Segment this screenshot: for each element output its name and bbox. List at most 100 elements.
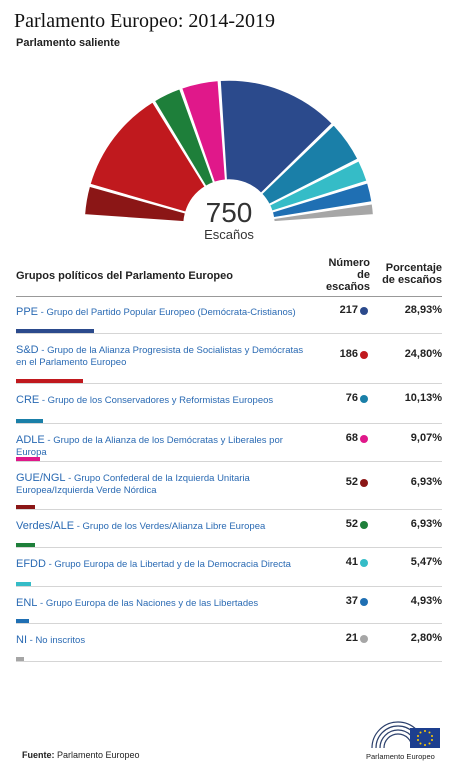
seat-percentage: 9,07% (410, 432, 442, 444)
chart-subtitle: Parlamento saliente (16, 37, 120, 49)
row-divider (16, 383, 442, 384)
group-abbreviation: ADLE (16, 434, 45, 446)
group-name: - Grupo de los Verdes/Alianza Libre Euro… (74, 521, 266, 532)
group-color-dot (360, 559, 368, 567)
group-label: GUE/NGL - Grupo Confederal de la Izquier… (16, 472, 308, 497)
seat-count: 52 (345, 518, 358, 530)
row-divider (16, 461, 442, 462)
group-name: - Grupo Confederal de la Izquierda Unita… (16, 473, 250, 496)
seat-total-caption: Escaños (204, 227, 254, 242)
column-header-seats-line2: de (357, 269, 370, 281)
table-row: S&D - Grupo de la Alianza Progresista de… (0, 334, 458, 384)
column-header-pct-line2: de escaños (382, 274, 442, 286)
seat-percentage: 2,80% (410, 632, 442, 644)
seat-percentage: 6,93% (410, 518, 442, 530)
group-color-dot (360, 307, 368, 315)
group-color-dot (360, 479, 368, 487)
group-abbreviation: PPE (16, 306, 39, 318)
group-abbreviation: GUE/NGL (16, 472, 66, 484)
group-abbreviation: S&D (16, 344, 39, 356)
row-divider (16, 333, 442, 334)
group-abbreviation: Verdes/ALE (16, 520, 75, 532)
seat-total-label: 750 (206, 197, 253, 228)
row-divider (16, 661, 442, 662)
seat-count: 217 (339, 304, 358, 316)
group-color-dot (360, 635, 368, 643)
table-row: CRE - Grupo de los Conservadores y Refor… (0, 384, 458, 424)
hemicycle-segment-cre (260, 123, 360, 206)
group-label: ENL - Grupo Europa de las Naciones y de … (16, 597, 308, 610)
group-name: - No inscritos (27, 635, 86, 646)
seat-percentage: 4,93% (410, 595, 442, 607)
group-label: NI - No inscritos (16, 634, 308, 647)
table-row: Verdes/ALE - Grupo de los Verdes/Alianza… (0, 510, 458, 548)
table-row: PPE - Grupo del Partido Popular Europeo … (0, 296, 458, 334)
row-divider (16, 586, 442, 587)
group-label: Verdes/ALE - Grupo de los Verdes/Alianza… (16, 520, 308, 533)
seat-percentage: 6,93% (410, 476, 442, 488)
seat-count: 37 (345, 595, 358, 607)
column-header-seats-line1: Número (328, 257, 370, 269)
table-row: GUE/NGL - Grupo Confederal de la Izquier… (0, 462, 458, 510)
header-divider (16, 296, 442, 297)
seat-share-bar (16, 582, 31, 586)
group-name: - Grupo de los Conservadores y Reformist… (39, 395, 274, 406)
column-header-seats: Número de escaños (318, 257, 370, 293)
group-label: ADLE - Grupo de la Alianza de los Demócr… (16, 434, 308, 459)
group-name: - Grupo del Partido Popular Europeo (Dem… (38, 307, 296, 318)
group-label: EFDD - Grupo Europa de la Libertad y de … (16, 558, 308, 571)
table-row: ADLE - Grupo de la Alianza de los Demócr… (0, 424, 458, 462)
row-divider (16, 623, 442, 624)
source-label: Fuente: (22, 750, 55, 760)
hemicycle-segment-sd (88, 100, 207, 214)
row-divider (16, 547, 442, 548)
seat-count: 52 (345, 476, 358, 488)
group-color-dot (360, 351, 368, 359)
table-row: ENL - Grupo Europa de las Naciones y de … (0, 587, 458, 624)
group-color-dot (360, 435, 368, 443)
seat-count: 41 (345, 556, 358, 568)
group-label: CRE - Grupo de los Conservadores y Refor… (16, 394, 308, 407)
table-header: Grupos políticos del Parlamento Europeo … (0, 252, 458, 296)
group-label: PPE - Grupo del Partido Popular Europeo … (16, 306, 308, 319)
seat-share-bar (16, 543, 35, 547)
group-name: - Grupo de la Alianza Progresista de Soc… (16, 345, 304, 368)
seat-count: 21 (345, 632, 358, 644)
seat-percentage: 10,13% (404, 392, 442, 404)
seat-share-bar (16, 657, 24, 661)
group-color-dot (360, 521, 368, 529)
group-label: S&D - Grupo de la Alianza Progresista de… (16, 344, 308, 369)
group-name: - Grupo Europa de las Naciones y de las … (37, 598, 259, 609)
group-abbreviation: CRE (16, 394, 40, 406)
group-name: - Grupo de la Alianza de los Demócratas … (16, 435, 283, 458)
parliament-logo-icon (371, 721, 440, 749)
table-row: NI - No inscritos 21 2,80% (0, 624, 458, 662)
group-color-dot (360, 395, 368, 403)
hemicycle-chart: 750 Escaños (83, 79, 375, 242)
hemicycle-segment-ni (272, 202, 375, 223)
chart-title: Parlamento Europeo: 2014-2019 (14, 10, 276, 32)
column-header-pct-line1: Porcentaje (385, 262, 442, 274)
row-divider (16, 423, 442, 424)
seat-percentage: 24,80% (404, 348, 442, 360)
column-header-seats-line3: escaños (325, 281, 370, 293)
seat-share-bar (16, 419, 43, 423)
seat-share-bar (16, 505, 35, 509)
seat-share-bar (16, 457, 40, 461)
group-name: - Grupo Europa de la Libertad y de la De… (45, 559, 291, 570)
seat-count: 68 (345, 432, 358, 444)
group-color-dot (360, 598, 368, 606)
seat-share-bar (16, 329, 94, 333)
logo-caption: Parlamento Europeo (366, 752, 435, 761)
source-note: Fuente: Parlamento Europeo (22, 750, 140, 760)
seat-count: 76 (345, 392, 358, 404)
seat-share-bar (16, 379, 83, 383)
column-header-groups: Grupos políticos del Parlamento Europeo (16, 270, 233, 282)
group-abbreviation: EFDD (16, 558, 46, 570)
seat-count: 186 (339, 348, 358, 360)
row-divider (16, 509, 442, 510)
seat-percentage: 28,93% (404, 304, 442, 316)
group-abbreviation: ENL (16, 597, 38, 609)
hemicycle-segment-ppe (219, 79, 334, 195)
source-text: Parlamento Europeo (57, 750, 140, 760)
